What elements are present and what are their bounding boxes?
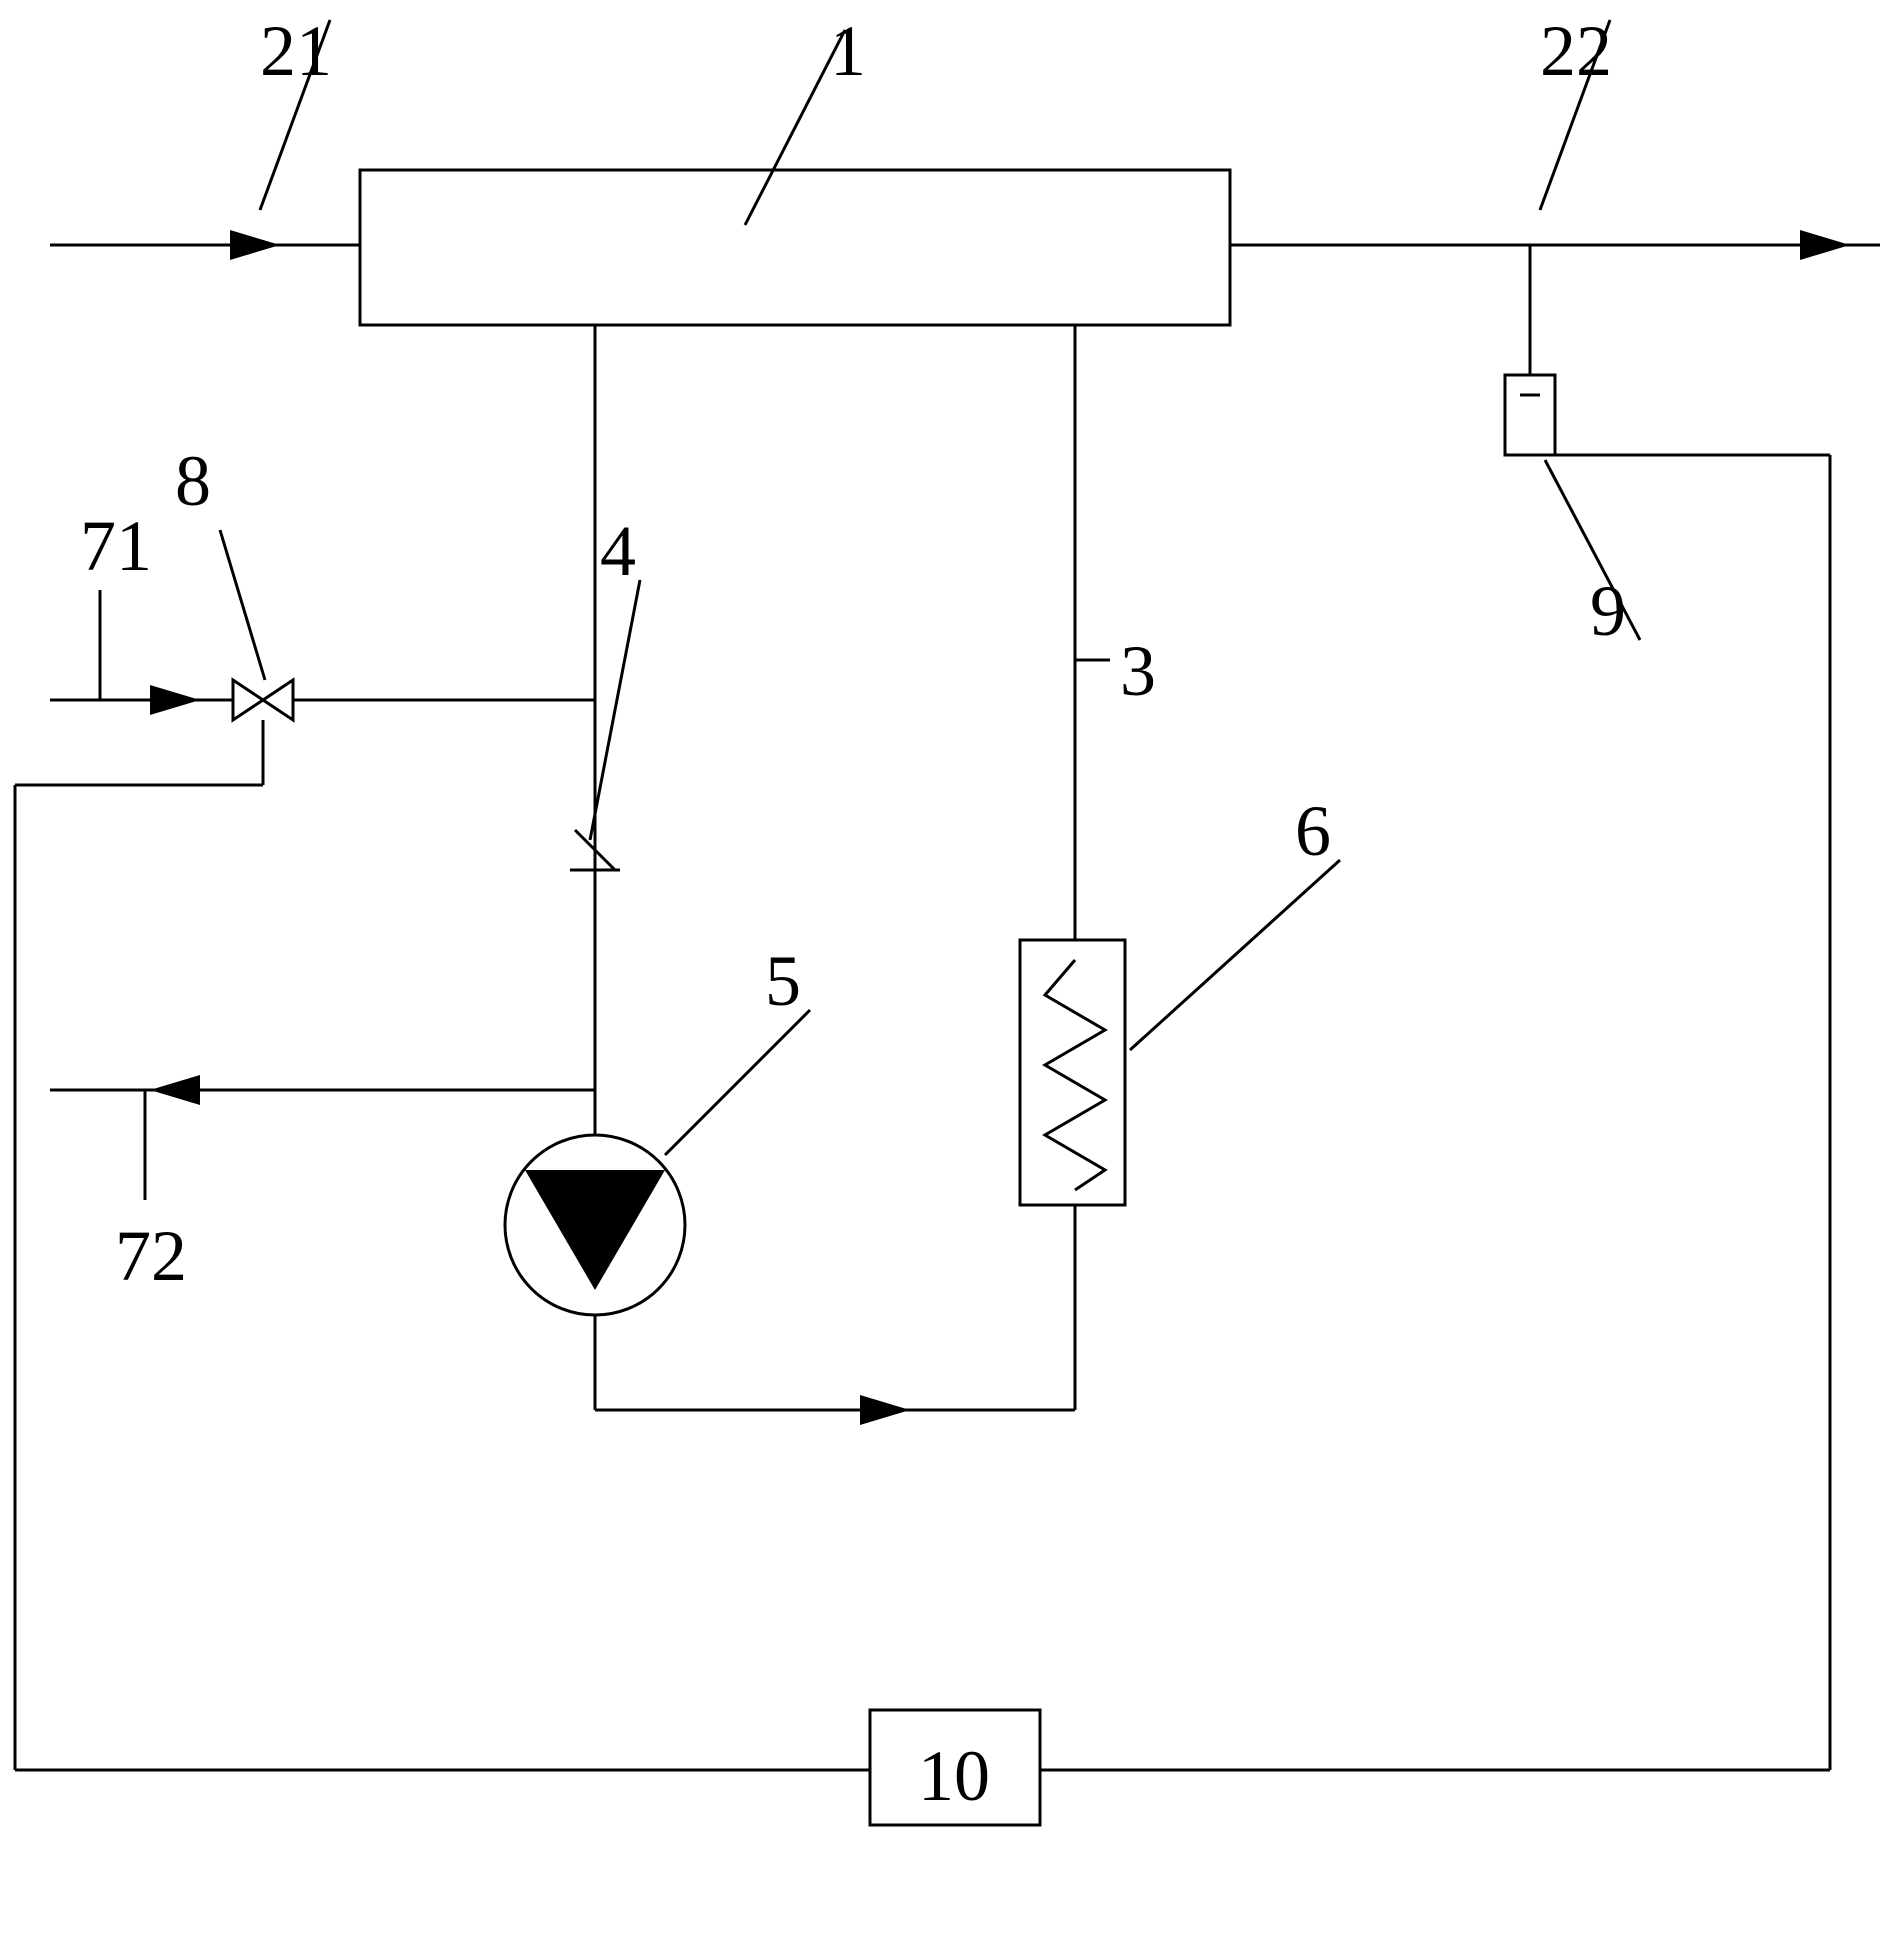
label-5: 5 bbox=[765, 940, 801, 1023]
main-block bbox=[360, 170, 1230, 325]
heater-zigzag-icon bbox=[1045, 960, 1105, 1190]
label-22: 22 bbox=[1540, 10, 1612, 93]
valve-inlet-arrow-icon bbox=[150, 685, 200, 715]
label-1: 1 bbox=[830, 10, 866, 93]
leader-6 bbox=[1130, 860, 1340, 1050]
outlet-72-arrow-icon bbox=[150, 1075, 200, 1105]
label-4: 4 bbox=[600, 510, 636, 593]
valve-icon bbox=[233, 680, 293, 720]
label-71: 71 bbox=[80, 505, 152, 588]
sensor-box-icon bbox=[1505, 375, 1555, 455]
leader-5 bbox=[665, 1010, 810, 1155]
label-6: 6 bbox=[1295, 790, 1331, 873]
label-3: 3 bbox=[1120, 630, 1156, 713]
outlet-arrow-icon bbox=[1800, 230, 1850, 260]
label-21: 21 bbox=[260, 10, 332, 93]
label-8: 8 bbox=[175, 440, 211, 523]
label-72: 72 bbox=[115, 1215, 187, 1298]
heater-box-icon bbox=[1020, 940, 1125, 1205]
inlet-arrow-icon bbox=[230, 230, 280, 260]
schematic-diagram bbox=[0, 0, 1885, 1958]
pump-triangle-icon bbox=[525, 1170, 665, 1290]
label-10: 10 bbox=[918, 1735, 990, 1818]
leader-4 bbox=[590, 580, 640, 840]
bottom-flow-arrow-icon bbox=[860, 1395, 910, 1425]
label-9: 9 bbox=[1590, 570, 1626, 653]
leader-8 bbox=[220, 530, 265, 680]
